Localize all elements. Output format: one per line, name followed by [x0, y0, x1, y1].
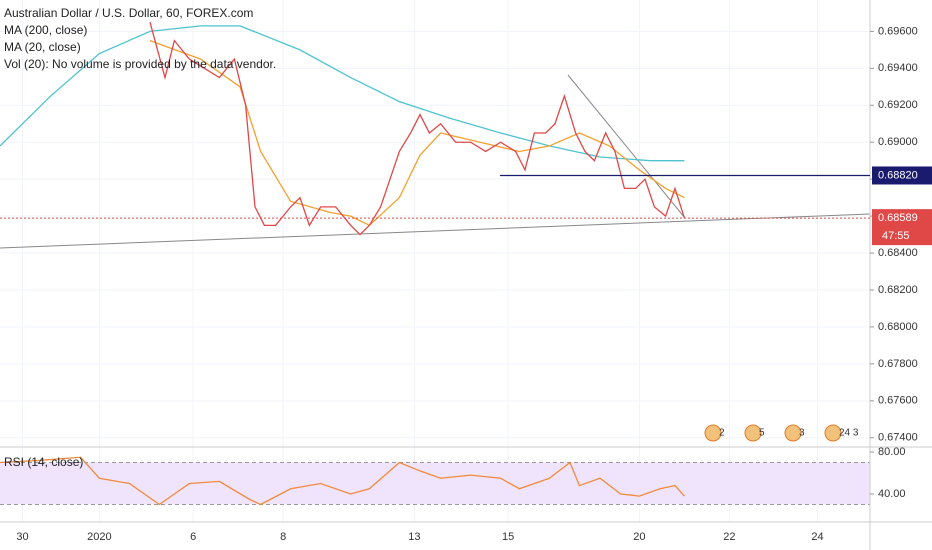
y-tick-label: 0.68200: [878, 284, 918, 296]
legend-entry: Vol (20): No volume is provided by the d…: [4, 57, 276, 71]
event-icon: [744, 424, 762, 442]
event-count: 3: [799, 428, 805, 439]
event-count: 5: [759, 428, 765, 439]
x-tick-label: 6: [190, 531, 196, 543]
plot: [0, 21, 870, 506]
countdown: 47:55: [882, 230, 910, 242]
event-icon: [704, 424, 722, 442]
y-tick-label: 0.69400: [878, 62, 918, 74]
y-tick-label: 0.67800: [878, 358, 918, 370]
rsi-line: [0, 456, 685, 506]
y-tick-label: 0.69200: [878, 99, 918, 111]
y-tick-label: 0.68000: [878, 321, 918, 333]
x-tick-label: 13: [408, 531, 420, 543]
legend-entry: MA (20, close): [4, 40, 81, 54]
rsi-title: RSI (14, close): [4, 455, 83, 469]
event-icon: [784, 424, 802, 442]
y-tick-label: 0.67600: [878, 395, 918, 407]
price-line: [149, 21, 685, 236]
ma-line: [149, 40, 685, 227]
y-tick-label: 0.67400: [878, 432, 918, 444]
x-tick-label: 22: [723, 531, 735, 543]
y-tick-label: 0.69000: [878, 136, 918, 148]
rsi-band: [0, 462, 870, 505]
x-tick-label: 8: [280, 531, 286, 543]
event-count: 24 3: [839, 428, 859, 439]
y-tick-label: 0.69600: [878, 25, 918, 37]
x-tick-label: 20: [633, 531, 645, 543]
event-icon: [824, 424, 842, 442]
trendline: [567, 74, 686, 219]
price-label: 0.68589: [878, 212, 918, 224]
level-label-bg: [872, 166, 932, 185]
price-label-bg: [872, 209, 932, 246]
legend-entry: MA (200, close): [4, 23, 87, 37]
y-tick-label: 0.68400: [878, 247, 918, 259]
grid: [0, 0, 870, 522]
x-tick-label: 2020: [87, 531, 111, 543]
y-tick-label: 40.00: [878, 488, 906, 500]
level-label: 0.68820: [878, 169, 918, 181]
trendline: [0, 213, 871, 249]
ma-line: [0, 25, 685, 162]
event-count: 2: [719, 428, 725, 439]
y-tick-label: 80.00: [878, 446, 906, 458]
x-tick-label: 15: [502, 531, 514, 543]
x-tick-label: 24: [811, 531, 823, 543]
chart-title: Australian Dollar / U.S. Dollar, 60, FOR…: [4, 6, 253, 20]
x-tick-label: 30: [16, 531, 28, 543]
